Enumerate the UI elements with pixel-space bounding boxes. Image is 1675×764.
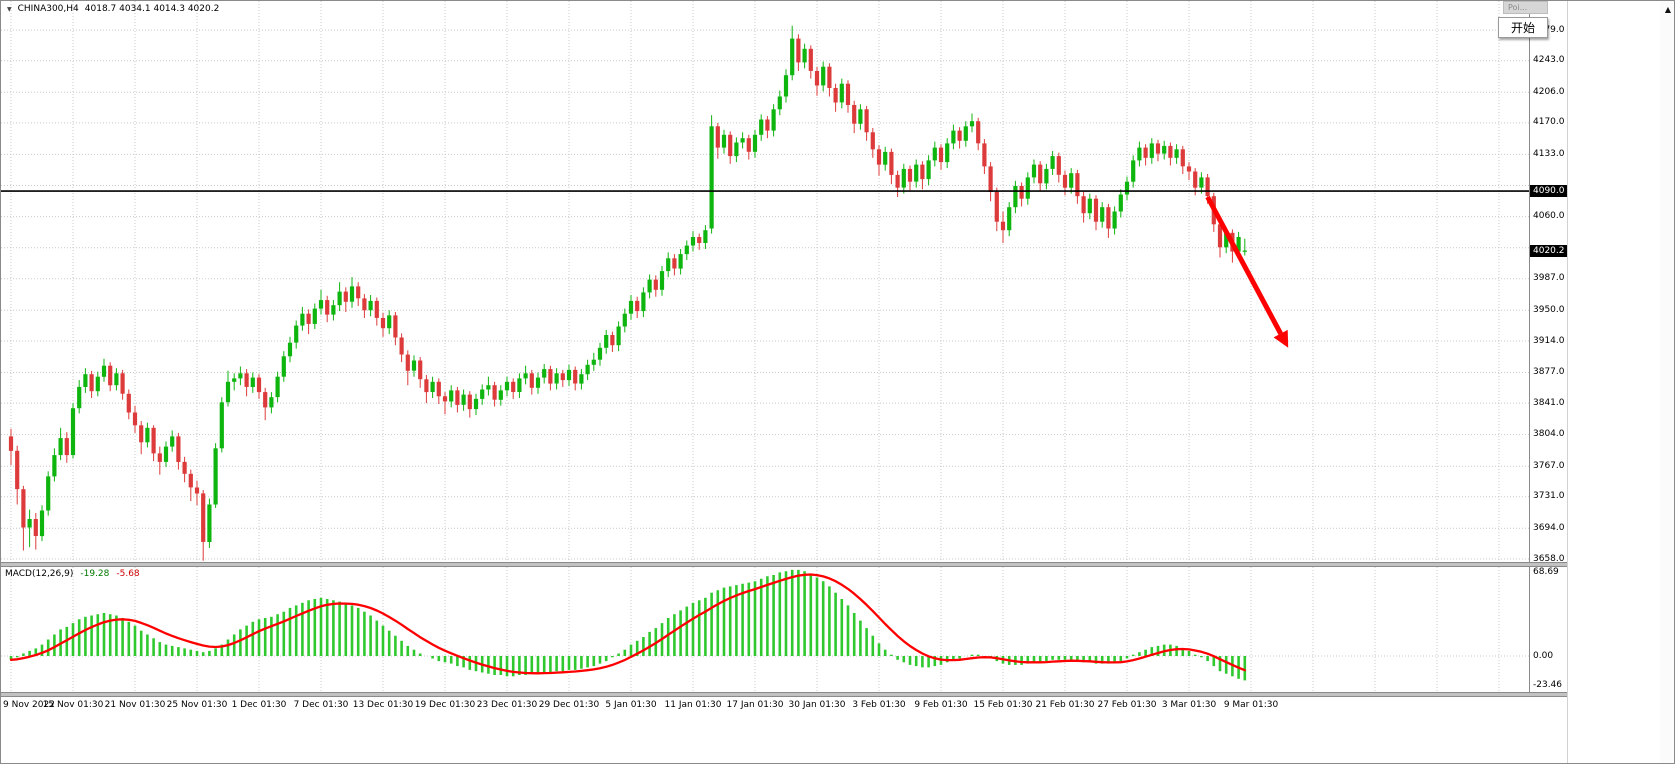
price-axis-label: 3731.0	[1533, 491, 1565, 502]
price-axis-label: 4279.0	[1533, 24, 1565, 35]
price-axis-label: 3877.0	[1533, 367, 1565, 377]
time-axis-label: 25 Nov 01:30	[166, 700, 228, 710]
candles-layer	[8, 25, 1247, 561]
tooltip-poi: Poi...	[1503, 1, 1548, 14]
symbol-timeframe-label: CHINA300,H4	[17, 4, 79, 14]
time-axis-label: 17 Jan 01:30	[726, 700, 784, 710]
time-axis-label: 15 Nov 01:30	[42, 700, 104, 710]
right-side-panel	[1567, 1, 1674, 763]
macd-indicator-label: MACD(12,26,9) -19.28 -5.68	[5, 569, 140, 579]
price-axis-label: 4206.0	[1533, 86, 1565, 97]
time-axis-label: 5 Jan 01:30	[605, 700, 657, 710]
time-axis[interactable]: 9 Nov 2022 15 Nov 01:30 21 Nov 01:30 25 Nov…	[1, 697, 1567, 715]
price-axis-label: 4133.0	[1533, 148, 1565, 159]
macd-signal-line	[9, 573, 1246, 675]
macd-histogram-layer	[9, 569, 1247, 681]
scroll-up-icon[interactable]: ▲	[1664, 5, 1672, 14]
candlestick-chart-canvas[interactable]	[1, 1, 1529, 562]
price-axis-label: 3914.0	[1533, 335, 1565, 346]
macd-axis[interactable]: 68.69 0.00 -23.46	[1529, 567, 1567, 692]
price-axis-label: 4060.0	[1533, 211, 1565, 222]
time-axis-label: 21 Nov 01:30	[104, 700, 166, 710]
pane-divider-top[interactable]	[1, 562, 1567, 567]
macd-axis-label: 68.69	[1533, 567, 1559, 577]
time-axis-label: 3 Mar 01:30	[1161, 700, 1217, 710]
macd-signal-value: -5.68	[116, 569, 140, 579]
price-axis-label: 4243.0	[1533, 55, 1565, 66]
symbol-bar: ▼ CHINA300,H4 4018.7 4034.1 4014.3 4020.…	[7, 4, 219, 14]
price-axis-label: 3841.0	[1533, 397, 1565, 408]
price-axis-label: 3694.0	[1533, 522, 1565, 533]
pane-divider-bottom[interactable]	[1, 692, 1567, 697]
time-axis-label: 7 Dec 01:30	[293, 700, 349, 710]
trend-arrow-annotation	[1205, 195, 1289, 348]
price-axis-label: 3804.0	[1533, 429, 1565, 440]
price-axis-label: 3950.0	[1533, 304, 1565, 315]
price-axis-label: 3767.0	[1533, 460, 1565, 471]
macd-chart-canvas[interactable]	[1, 567, 1529, 692]
last-price-tag: 4020.2	[1530, 244, 1567, 257]
macd-name: MACD(12,26,9)	[5, 569, 74, 579]
time-axis-label: 30 Jan 01:30	[788, 700, 846, 710]
time-axis-label: 9 Mar 01:30	[1223, 700, 1279, 710]
vertical-scrollbar[interactable]: ▲	[1660, 1, 1674, 763]
macd-pane[interactable]: MACD(12,26,9) -19.28 -5.68	[1, 567, 1529, 692]
ohlc-readout: 4018.7 4034.1 4014.3 4020.2	[84, 4, 220, 14]
time-axis-label: 13 Dec 01:30	[352, 700, 414, 710]
time-axis-label: 29 Dec 01:30	[538, 700, 600, 710]
time-axis-label: 15 Feb 01:30	[973, 700, 1033, 710]
time-axis-label: 11 Jan 01:30	[664, 700, 722, 710]
time-axis-label: 19 Dec 01:30	[414, 700, 476, 710]
time-axis-label: 1 Dec 01:30	[231, 700, 287, 710]
price-axis-label: 4170.0	[1533, 117, 1565, 128]
start-button[interactable]: 开始	[1498, 17, 1548, 38]
time-axis-label: 23 Dec 01:30	[476, 700, 538, 710]
time-axis-label: 27 Feb 01:30	[1097, 700, 1157, 710]
grid-layer	[1, 1, 1529, 562]
price-chart-pane[interactable]: ▼ CHINA300,H4 4018.7 4034.1 4014.3 4020.…	[1, 1, 1529, 562]
time-axis-label: 21 Feb 01:30	[1035, 700, 1095, 710]
price-axis-label: 3987.0	[1533, 273, 1565, 284]
time-axis-label: 9 Nov 2022	[3, 700, 55, 710]
price-axis-label: 3658.0	[1533, 553, 1565, 564]
symbol-dropdown-icon[interactable]: ▼	[7, 5, 12, 13]
hline-price-tag: 4090.0	[1530, 185, 1567, 198]
macd-main-value: -19.28	[80, 569, 110, 579]
macd-axis-label: -23.46	[1533, 680, 1563, 691]
price-axis[interactable]: 4090.0 4020.2 4279.0 4243.0 4206.0 4170.0 41…	[1529, 1, 1567, 564]
macd-axis-label: 0.00	[1533, 650, 1554, 661]
time-axis-label: 3 Feb 01:30	[852, 700, 906, 710]
time-axis-label: 9 Feb 01:30	[914, 700, 968, 710]
